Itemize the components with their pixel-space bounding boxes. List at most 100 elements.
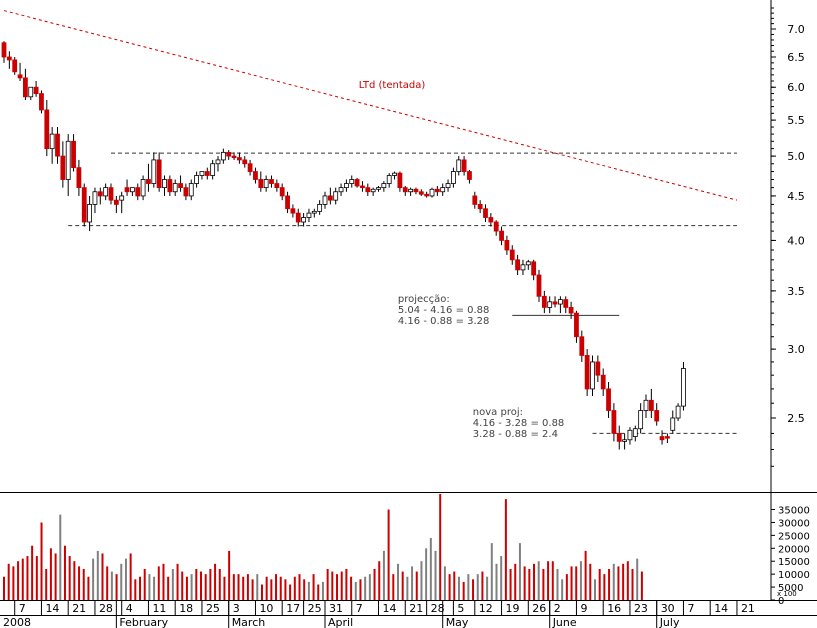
annotation-line: 4.16 - 0.88 = 3.28 [398, 316, 490, 327]
candle-body [632, 428, 638, 437]
candle-body [461, 159, 467, 172]
candle-body [616, 433, 622, 442]
date-tick-label: 3 [233, 602, 240, 615]
volume-tick-label: 35000 [778, 506, 810, 517]
date-tick-label: 7 [356, 602, 363, 615]
date-tick-label: 4 [126, 602, 133, 615]
candle-body [269, 179, 274, 184]
y-tick-label: 6.0 [787, 81, 805, 94]
candle-body [146, 179, 151, 184]
candle-body [370, 188, 376, 193]
candle-body [71, 140, 76, 169]
trendline [3, 10, 738, 201]
candle-body [322, 195, 328, 205]
candle-body [22, 77, 28, 98]
candle-body [665, 436, 670, 439]
candle-body [376, 187, 381, 190]
candle-body [285, 195, 290, 210]
candle-body [263, 179, 269, 189]
candle-body [188, 183, 194, 197]
candle-body [156, 159, 162, 189]
candle-body [360, 185, 365, 189]
date-tick-label: 28 [431, 602, 445, 615]
month-label: May [446, 616, 469, 628]
candle-body [290, 208, 296, 214]
date-tick-label: 14 [383, 602, 397, 615]
candle-body [450, 171, 456, 184]
volume-tick-label: 25000 [778, 531, 810, 542]
month-label: June [552, 616, 577, 628]
volume-tick-label: 30000 [778, 518, 810, 529]
candle-body [520, 264, 526, 271]
candle-body [531, 261, 537, 276]
date-tick-label: 18 [179, 602, 193, 615]
candle-body [333, 191, 339, 201]
date-tick-label: 31 [329, 602, 343, 615]
annotation-line: 4.16 - 3.28 = 0.88 [473, 418, 565, 429]
candle-body [178, 183, 183, 189]
candle-body [434, 188, 440, 193]
date-tick-label: 25 [206, 602, 220, 615]
annotation-line: 3.28 - 0.88 = 2.4 [473, 429, 558, 440]
candle-body [606, 388, 611, 411]
candle-body [44, 109, 50, 150]
date-tick-label: 21 [741, 602, 755, 615]
candle-body [65, 140, 71, 180]
candle-body [215, 159, 221, 165]
candle-body [204, 171, 210, 176]
candle-body [622, 439, 627, 442]
candle-body [418, 191, 424, 195]
candle-body [12, 59, 18, 73]
candle-body [600, 374, 606, 390]
candle-body [354, 179, 360, 187]
candle-body [55, 133, 60, 157]
candle-body [183, 187, 189, 197]
candle-body [558, 299, 563, 305]
y-tick-label: 4.5 [787, 190, 805, 203]
date-tick-label: 14 [45, 602, 59, 615]
candle-body [97, 191, 103, 197]
volume-tick-label: 15000 [778, 557, 810, 568]
candle-body [611, 410, 617, 434]
candle-body [327, 195, 333, 201]
month-label: April [328, 616, 353, 628]
candle-body [483, 208, 488, 218]
month-label: February [119, 616, 168, 628]
candle-body [638, 410, 644, 430]
candle-body [525, 261, 531, 266]
candle-body [467, 171, 472, 180]
candle-body [301, 217, 307, 223]
date-tick-label: 16 [607, 602, 621, 615]
candle-body [317, 204, 323, 212]
candle-body [547, 301, 553, 308]
candle-body [151, 159, 157, 184]
candle-body [659, 436, 665, 441]
candle-body [140, 179, 146, 197]
candle-body [28, 86, 34, 98]
date-tick-label: 21 [409, 602, 423, 615]
volume-tick-label: 5000 [778, 583, 803, 594]
candle-body [92, 191, 98, 205]
trendline-label: LTd (tentada) [359, 80, 426, 91]
date-tick-label: 9 [580, 602, 587, 615]
date-tick-label: 5 [457, 602, 464, 615]
candle-body [397, 172, 403, 189]
y-tick-label: 5.5 [787, 114, 805, 127]
candle-body [365, 187, 371, 193]
annotation-line: projecção: [398, 294, 450, 305]
date-tick-label: 23 [634, 602, 648, 615]
candle-body [119, 195, 125, 201]
candle-body [595, 361, 601, 376]
candle-body [172, 183, 178, 193]
candle-body [295, 212, 301, 223]
candle-body [579, 336, 585, 356]
candle-body [247, 163, 253, 172]
date-tick-label: 21 [72, 602, 86, 615]
date-tick-label: 12 [479, 602, 493, 615]
candle-body [440, 187, 446, 193]
candle-body [279, 187, 285, 197]
volume-unit-label: x 100 [777, 590, 797, 598]
candle-body [338, 187, 344, 193]
